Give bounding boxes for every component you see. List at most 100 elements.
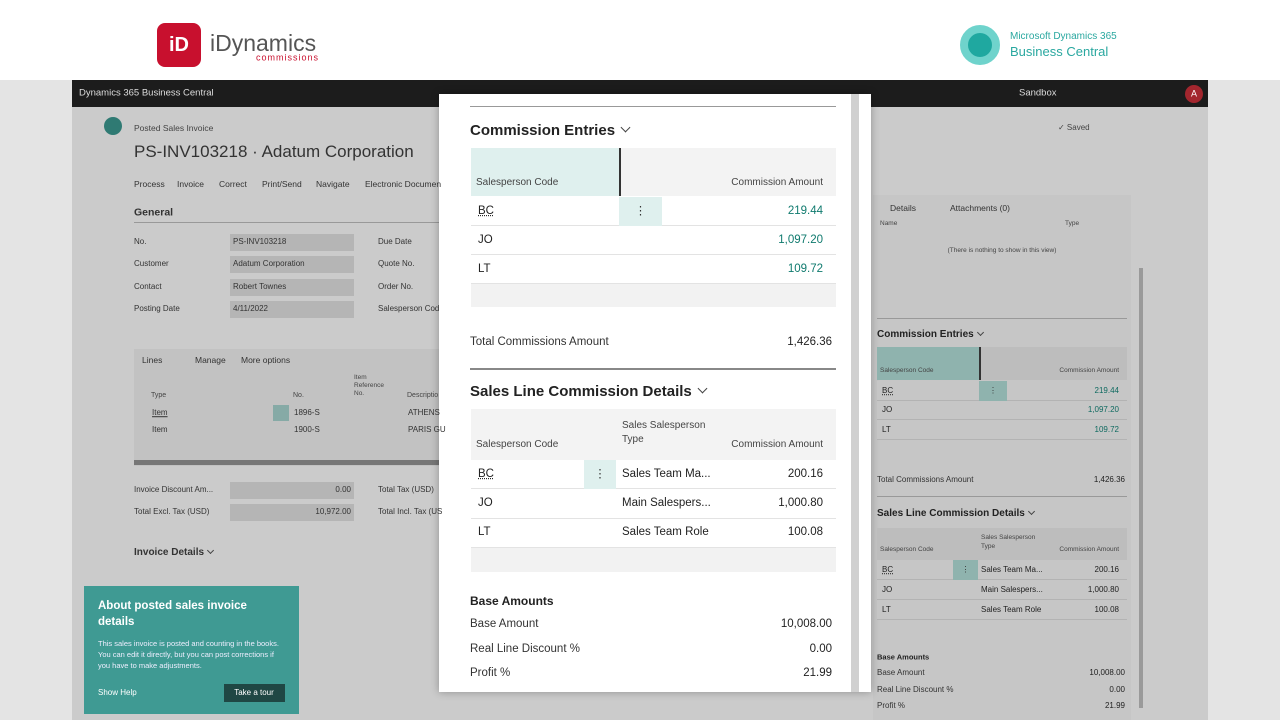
column-header: Name	[880, 220, 898, 228]
column-header: Salesperson Code	[476, 177, 559, 188]
cell: JO	[882, 585, 893, 595]
cell: Sales Team Role	[622, 526, 709, 539]
tour-button[interactable]	[224, 684, 285, 702]
factbox-scrollbar	[1139, 268, 1143, 708]
column-resizer	[979, 347, 981, 380]
section-title: Sales Line Commission Details	[470, 383, 706, 401]
page-title: PS-INV103218 · Adatum Corporation	[134, 141, 414, 161]
section-title: Commission Entries	[470, 122, 629, 140]
action[interactable]: Electronic Documen	[365, 178, 442, 189]
factbox-divider	[877, 318, 1127, 319]
field-value: PS-INV103218	[233, 237, 287, 247]
lines-tab[interactable]: Lines	[142, 354, 163, 365]
line-cell: 1900-S	[294, 425, 320, 435]
tip-button[interactable]: Take a tour	[234, 688, 274, 698]
column-resizer	[619, 148, 621, 196]
table-row	[471, 489, 836, 519]
cell: 1,000.80	[778, 497, 823, 510]
column-header: Commission Amount	[731, 438, 823, 450]
column-header: Sales Salesperson Type	[981, 534, 1036, 551]
column-header: Type	[151, 391, 167, 399]
total-label: Total Excl. Tax (USD)	[134, 507, 210, 517]
popup-scrollbar	[851, 94, 859, 692]
cell: 200.16	[787, 467, 823, 480]
tip-link[interactable]: Show Help	[98, 688, 137, 698]
total-label: Total Commissions Amount	[877, 475, 974, 485]
brand-logo: iD	[157, 23, 201, 67]
cell: JO	[478, 497, 493, 510]
total-label: Total Incl. Tax (US	[378, 507, 443, 517]
factbox-panel	[873, 195, 1131, 720]
cell: 1,000.80	[1087, 585, 1119, 595]
total-label: Total Tax (USD)	[378, 485, 434, 495]
field-label: Real Line Discount %	[470, 642, 580, 655]
row-menu-cell[interactable]: ⋮	[584, 460, 616, 490]
factbox-tab[interactable]: Attachments (0)	[950, 202, 1010, 213]
line-cell: ATHENS	[408, 408, 440, 418]
action[interactable]: Print/Send	[262, 178, 302, 189]
cell: Main Salespers...	[622, 497, 711, 510]
table-row	[471, 226, 836, 255]
table-row	[471, 460, 836, 490]
cell: LT	[478, 262, 491, 275]
field-box	[230, 256, 354, 273]
field-value: 21.99	[1104, 701, 1125, 711]
row-menu-cell[interactable]: ⋮	[619, 197, 662, 226]
action[interactable]: Correct	[219, 178, 247, 189]
field-value: Robert Townes	[233, 282, 287, 292]
lines-tab[interactable]: Manage	[195, 354, 226, 365]
lines-tab[interactable]: More options	[241, 354, 291, 365]
back-button[interactable]	[104, 117, 122, 135]
section-title: Sales Line Commission Details	[877, 508, 1034, 520]
row-menu-cell	[273, 405, 289, 421]
column-header: Item Reference No.	[354, 374, 384, 397]
empty-message: (There is nothing to show in this view)	[947, 247, 1057, 255]
column-header: Sales Salesperson Type	[622, 420, 706, 445]
tip-body: This sales invoice is posted and countin…	[98, 639, 279, 670]
group-title: Base Amounts	[470, 593, 554, 608]
cell: 1,097.20	[778, 233, 823, 246]
line-cell: PARIS GU	[408, 425, 446, 435]
action[interactable]: Navigate	[316, 178, 350, 189]
field-label: Contact	[134, 282, 162, 292]
field-label: Profit %	[877, 701, 906, 711]
table-footer	[471, 547, 836, 572]
field-label: Due Date	[378, 237, 412, 247]
row-menu-cell[interactable]: ⋮	[979, 381, 1007, 401]
product-name: Business Central	[1010, 44, 1109, 60]
action[interactable]: Invoice	[177, 178, 204, 189]
table-row	[877, 400, 1127, 420]
saved-status: ✓ Saved	[1058, 123, 1090, 133]
column-header: Salesperson Code	[476, 438, 559, 450]
factbox-tab[interactable]: Details	[890, 202, 916, 213]
lines-scrollbar	[134, 460, 439, 465]
total-value: 1,426.36	[1093, 475, 1125, 485]
header-bar	[0, 0, 1280, 80]
column-header: Type	[1065, 220, 1080, 228]
field-box	[230, 234, 354, 251]
factbox-divider	[877, 496, 1127, 497]
column-header: Salesperson Code	[880, 367, 934, 375]
cell: Sales Team Ma...	[981, 565, 1043, 575]
field-label: Real Line Discount %	[877, 684, 954, 694]
group-title: Base Amounts	[877, 652, 930, 662]
popup-top-line	[470, 106, 836, 107]
cell: JO	[478, 233, 493, 246]
cell: Sales Team Ma...	[622, 467, 711, 480]
avatar: A	[1190, 88, 1198, 99]
line-cell: Item	[152, 425, 168, 435]
sorted-column-header	[471, 148, 619, 196]
total-value: 1,426.36	[787, 336, 832, 349]
field-value: 0.00	[1109, 684, 1125, 694]
cell: BC	[478, 204, 494, 217]
field-label: Salesperson Cod	[378, 304, 440, 314]
field-value: 10,008.00	[780, 618, 832, 631]
cell: LT	[882, 605, 891, 615]
app-name: Dynamics 365 Business Central	[79, 87, 214, 99]
environment: Sandbox	[1019, 87, 1057, 99]
action[interactable]: Process	[134, 178, 165, 189]
total-label: Invoice Discount Am...	[134, 485, 214, 495]
row-menu-cell[interactable]: ⋮	[953, 560, 978, 580]
field-box	[230, 301, 354, 318]
